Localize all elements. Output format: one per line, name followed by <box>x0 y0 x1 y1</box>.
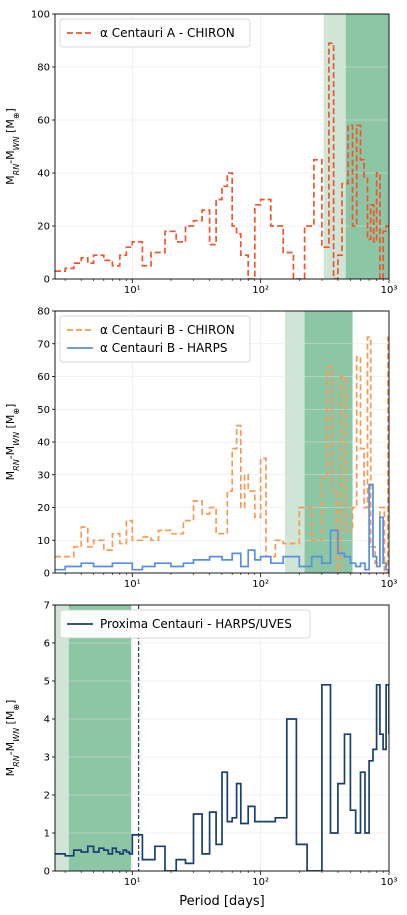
series-line <box>55 483 389 571</box>
y-tick-label: 4 <box>44 715 50 726</box>
legend: Proxima Centauri - HARPS/UVES <box>59 609 311 639</box>
legend: α Centauri A - CHIRON <box>59 18 251 48</box>
y-tick-label: 30 <box>37 470 50 481</box>
x-tick-label: 10² <box>252 877 269 888</box>
y-tick-label: 6 <box>44 639 50 650</box>
y-tick-label: 0 <box>44 275 50 286</box>
x-tick-label: 10² <box>252 579 269 590</box>
y-tick-label: 3 <box>44 753 50 764</box>
legend-label: Proxima Centauri - HARPS/UVES <box>100 617 292 631</box>
legend-box <box>59 315 251 363</box>
y-tick-label: 40 <box>37 438 50 449</box>
y-tick-label: 60 <box>37 116 50 127</box>
x-tick-label: 10² <box>252 285 269 296</box>
habitable-zone-band <box>55 605 69 871</box>
panel-3: 0 1 2 3 4 5 6 7 10¹ 10² 10³ MRN-MWN [M⊕] Proxima Cen… <box>4 601 397 889</box>
y-tick-label: 10 <box>37 536 50 547</box>
y-tick-label: 40 <box>37 169 50 180</box>
legend-label: α Centauri A - CHIRON <box>100 26 235 40</box>
y-tick-label: 20 <box>37 222 50 233</box>
y-tick-label: 50 <box>37 405 50 416</box>
y-tick-label: 80 <box>37 307 50 318</box>
y-tick-label: 2 <box>44 791 50 802</box>
x-axis-label: Period [days] <box>179 894 265 909</box>
legend-box <box>59 609 311 639</box>
x-tick-label: 10³ <box>381 877 398 888</box>
y-axis-label: MRN-MWN [M⊕] <box>4 700 21 777</box>
habitable-zone-band <box>68 605 132 871</box>
y-tick-label: 5 <box>44 677 50 688</box>
y-tick-label: 0 <box>44 569 50 580</box>
y-tick-label: 70 <box>37 339 50 350</box>
x-tick-label: 10¹ <box>124 877 141 888</box>
y-axis-label: MRN-MWN [M⊕] <box>4 108 21 185</box>
series-line <box>55 683 389 871</box>
y-tick-label: 1 <box>44 829 50 840</box>
panel-2: 0 10 20 30 40 50 60 70 80 10¹ 10² 10³ MRN-MWN [M⊕] α … <box>4 307 397 591</box>
y-axis-label: MRN-MWN [M⊕] <box>4 404 21 481</box>
x-tick-label: 10³ <box>381 579 398 590</box>
y-tick-label: 60 <box>37 372 50 383</box>
x-tick-label: 10¹ <box>124 285 141 296</box>
y-tick-label: 80 <box>37 63 50 74</box>
legend-label: α Centauri B - HARPS <box>100 341 227 355</box>
y-tick-label: 7 <box>44 601 50 612</box>
series-line <box>55 42 389 279</box>
x-tick-label: 10³ <box>381 285 398 296</box>
legend-label: α Centauri B - CHIRON <box>100 323 235 337</box>
y-tick-label: 100 <box>31 10 50 21</box>
panel-1: 0 20 40 60 80 100 10¹ 10² 10³ MRN-MWN [M⊕] α Centa… <box>4 10 397 297</box>
y-tick-label: 0 <box>44 867 50 878</box>
x-tick-label: 10¹ <box>124 579 141 590</box>
y-tick-label: 20 <box>37 503 50 514</box>
legend: α Centauri B - CHIRON α Centauri B - HARP… <box>59 315 251 363</box>
legend-box <box>59 18 251 48</box>
